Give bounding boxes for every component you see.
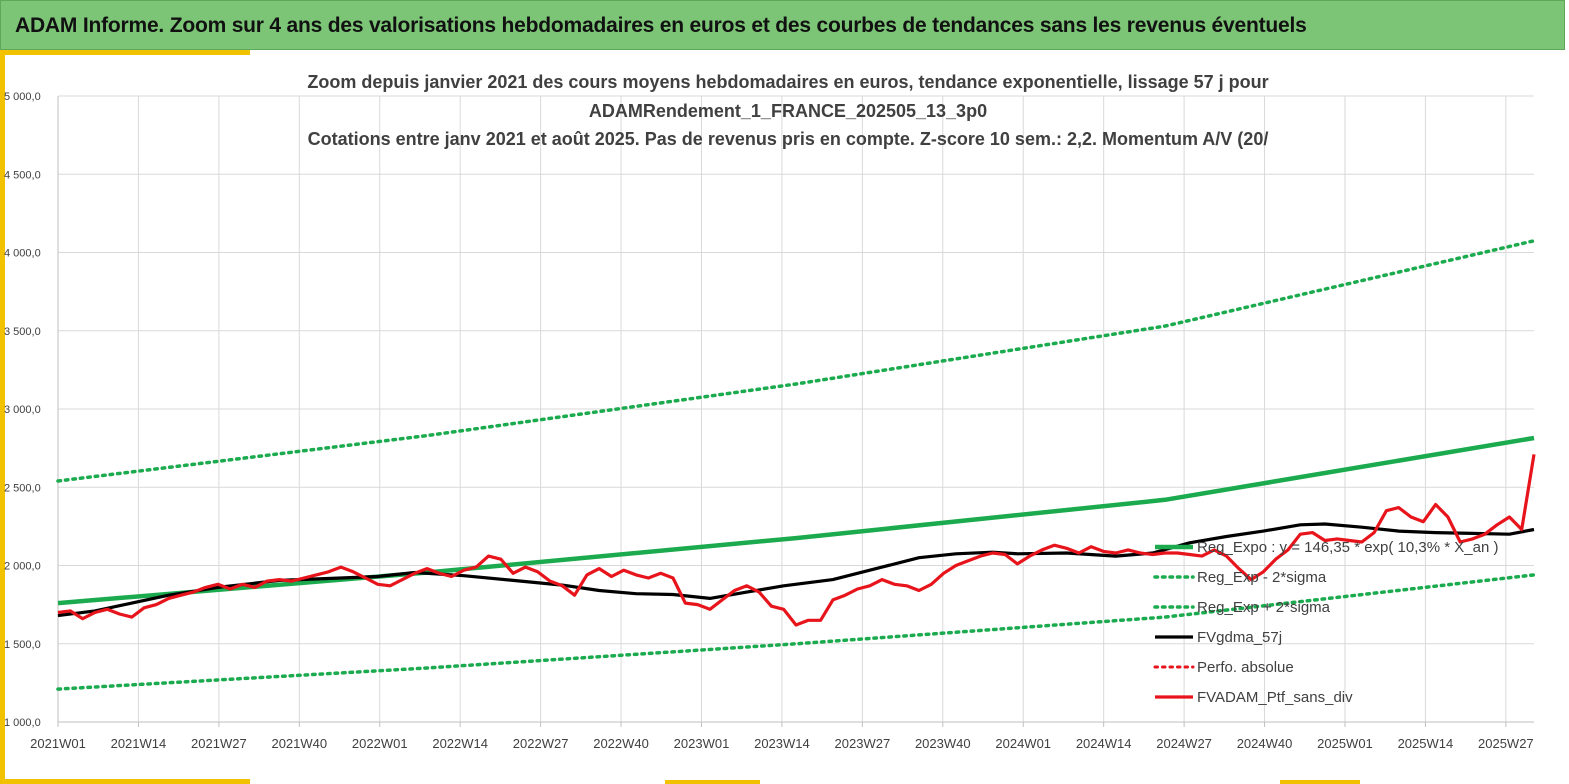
y-tick-label: 1 500,0 (4, 639, 41, 651)
legend-entry: Reg_Expo : y = 146,35 * exp( 10,3% * X_a… (1197, 539, 1498, 556)
accent-bar-bottom-mid (665, 780, 760, 784)
x-tick-label: 2021W27 (191, 736, 247, 751)
legend-entry: FVgdma_57j (1197, 629, 1282, 646)
accent-bar-bottom (0, 779, 250, 784)
y-tick-label: 3 500,0 (4, 326, 41, 338)
legend-entry: FVADAM_Ptf_sans_div (1197, 689, 1353, 706)
x-tick-label: 2025W14 (1398, 736, 1454, 751)
series-line-solid-black (57, 522, 1535, 618)
x-tick-label: 2021W01 (30, 736, 86, 751)
chart-legend: Reg_Expo : y = 146,35 * exp( 10,3% * X_a… (1153, 539, 1498, 706)
accent-bar-top (5, 50, 250, 55)
accent-bar-bottom-right (1280, 780, 1360, 784)
x-tick-label: 2022W40 (593, 736, 649, 751)
axis-ticks: 1 000,0 1 500,0 2 000,0 2 500,0 3 000,0 3 500… (4, 91, 1534, 751)
x-tick-label: 2024W01 (995, 736, 1051, 751)
x-tick-label: 2022W14 (432, 736, 488, 751)
y-tick-label: 2 500,0 (4, 482, 41, 494)
chart-grid (57, 95, 1534, 727)
x-tick-label: 2024W27 (1156, 736, 1212, 751)
chart-title-line-1: Zoom depuis janvier 2021 des cours moyen… (307, 72, 1268, 92)
series-line-solid-red (57, 454, 1536, 627)
report-header: ADAM Informe. Zoom sur 4 ans des valoris… (0, 0, 1565, 50)
series-line-solid-green (57, 435, 1535, 606)
series-line-dotted-green (56, 573, 1536, 691)
x-tick-label: 2021W14 (111, 736, 167, 751)
x-tick-label: 2025W27 (1478, 736, 1534, 751)
x-tick-label: 2022W01 (352, 736, 408, 751)
chart-series (56, 239, 1536, 691)
legend-entry: Perfo. absolue (1197, 659, 1294, 676)
x-tick-label: 2021W40 (271, 736, 327, 751)
legend-entry: Reg_Exp - 2*sigma (1197, 569, 1327, 586)
accent-bar-left (0, 50, 5, 780)
y-tick-label: 1 000,0 (4, 717, 41, 729)
chart-title: Zoom depuis janvier 2021 des cours moyen… (307, 72, 1268, 149)
chart-title-line-2: ADAMRendement_1_FRANCE_202505_13_3p0 (589, 101, 987, 121)
legend-entry: Reg_Exp + 2*sigma (1197, 599, 1331, 616)
x-tick-label: 2023W01 (674, 736, 730, 751)
x-tick-label: 2023W14 (754, 736, 810, 751)
series-line-dotted-green (56, 239, 1536, 483)
x-tick-label: 2022W27 (513, 736, 569, 751)
y-tick-label: 4 500,0 (4, 169, 41, 181)
x-tick-label: 2023W27 (835, 736, 891, 751)
y-tick-label: 2 000,0 (4, 561, 41, 573)
chart-title-line-3: Cotations entre janv 2021 et août 2025. … (308, 129, 1269, 149)
y-tick-label: 4 000,0 (4, 248, 41, 260)
x-tick-label: 2024W14 (1076, 736, 1132, 751)
y-tick-label: 3 000,0 (4, 404, 41, 416)
y-tick-label: 5 000,0 (4, 91, 41, 103)
x-tick-label: 2025W01 (1317, 736, 1373, 751)
x-tick-label: 2023W40 (915, 736, 971, 751)
x-tick-label: 2024W40 (1237, 736, 1293, 751)
report-title: ADAM Informe. Zoom sur 4 ans des valoris… (15, 14, 1307, 37)
